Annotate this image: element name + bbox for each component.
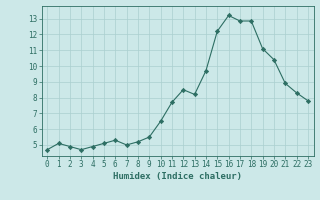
X-axis label: Humidex (Indice chaleur): Humidex (Indice chaleur) [113,172,242,181]
